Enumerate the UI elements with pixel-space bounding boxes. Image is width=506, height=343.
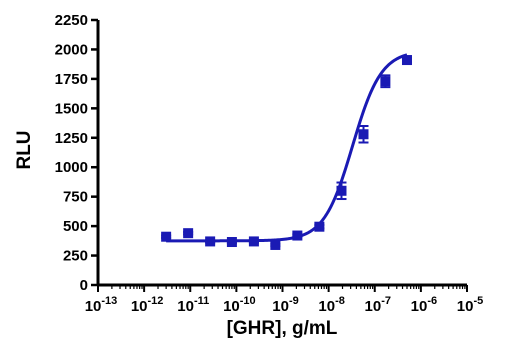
x-tick-label: 10-13 <box>85 295 118 315</box>
y-tick-label: 0 <box>80 277 88 294</box>
x-tick-label: 10-6 <box>411 295 437 315</box>
data-point <box>292 230 303 241</box>
data-point <box>161 231 172 242</box>
data-points-layer <box>161 55 412 250</box>
y-tick-label: 1750 <box>55 71 88 88</box>
data-point <box>401 55 412 66</box>
y-tick-label: 1500 <box>55 100 88 117</box>
y-axis: 0 250 500 750 1000 1250 1500 1750 2000 2250 <box>55 12 100 294</box>
x-tick-label: 10-5 <box>457 295 483 315</box>
x-tick-label: 10-8 <box>318 295 344 315</box>
data-point <box>380 76 391 87</box>
data-point <box>336 185 347 196</box>
data-point <box>226 237 237 248</box>
y-tick-label: 750 <box>63 189 88 206</box>
y-axis-title: RLU <box>14 130 35 169</box>
x-tick-label: 10-9 <box>272 295 298 315</box>
y-tick-label: 250 <box>63 248 88 265</box>
y-tick-label: 1250 <box>55 130 88 147</box>
fit-curve-layer <box>166 53 408 243</box>
data-point <box>358 129 369 140</box>
data-point <box>248 236 259 247</box>
y-tick-label: 2000 <box>55 41 88 58</box>
x-axis-title: [GHR], g/mL <box>227 318 338 339</box>
x-tick-label: 10-10 <box>223 295 256 315</box>
y-tick-label: 1000 <box>55 159 88 176</box>
data-point <box>183 228 194 239</box>
data-point <box>270 239 281 250</box>
x-tick-label: 10-12 <box>131 295 164 315</box>
x-tick-label: 10-11 <box>177 295 209 315</box>
x-tick-label: 10-7 <box>365 295 391 315</box>
y-tick-label: 500 <box>63 218 88 235</box>
y-tick-label: 2250 <box>55 12 88 29</box>
data-point <box>205 236 216 247</box>
x-axis: 10-13 10-12 10-11 10-10 10-9 10-8 10-7 10-6 10-5 <box>85 283 483 315</box>
data-point <box>314 221 325 232</box>
fit-curve <box>166 53 408 243</box>
